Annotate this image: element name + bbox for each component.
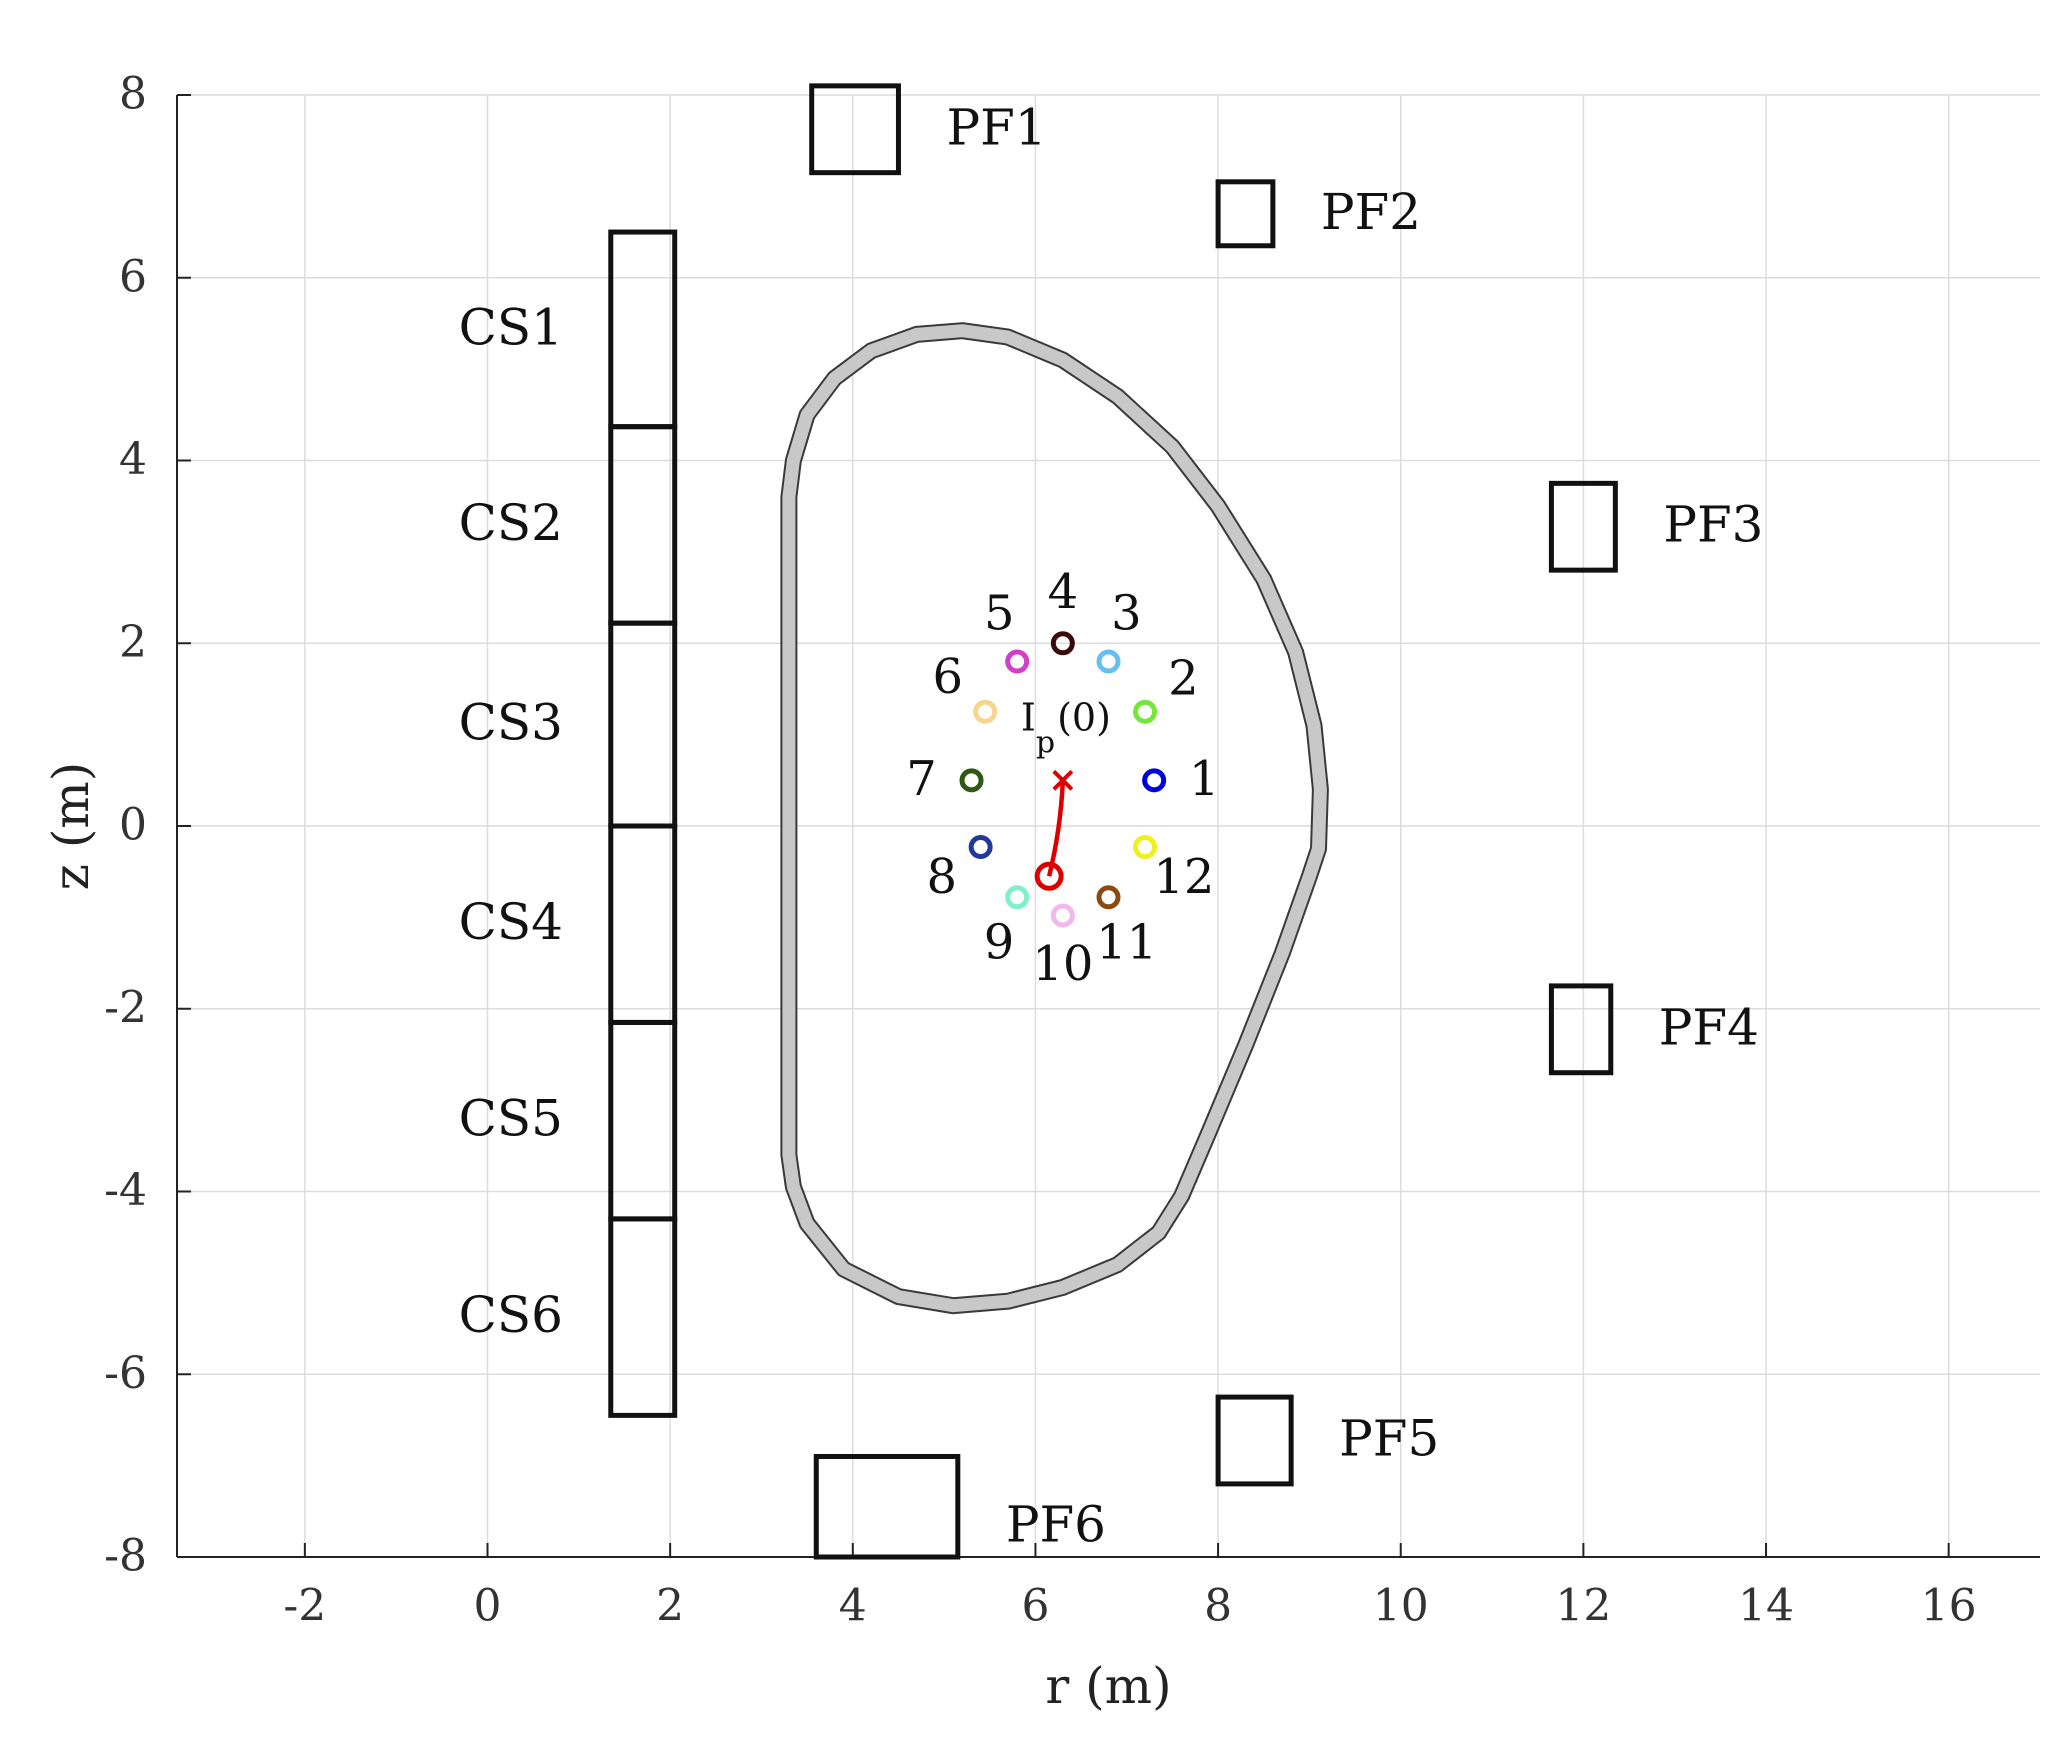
coil-label-pf4: PF4 [1659, 998, 1759, 1056]
plasma-current-path [1046, 780, 1066, 877]
probe-label-6: 6 [932, 649, 963, 705]
coil-cs1 [608, 229, 678, 430]
plasma-end-marker [1034, 861, 1064, 891]
x-tick-label: 2 [656, 1581, 684, 1632]
probe-marker-6 [973, 699, 998, 724]
coil-pf4 [1548, 983, 1614, 1076]
y-tick-label: 4 [119, 434, 147, 485]
coil-label-cs2: CS2 [459, 494, 563, 552]
probe-label-7: 7 [906, 751, 937, 807]
probe-label-3: 3 [1111, 585, 1142, 641]
y-tick-label: -2 [104, 982, 147, 1033]
y-axis-title: z (m) [42, 762, 100, 891]
probe-label-8: 8 [927, 849, 958, 905]
x-tick-label: 14 [1738, 1581, 1794, 1632]
vessel-wall-outline [780, 322, 1329, 1315]
coil-pf2 [1215, 179, 1276, 249]
coil-cs3 [608, 620, 678, 829]
coil-pf3 [1548, 480, 1618, 573]
probe-marker-1 [1142, 768, 1167, 793]
probe-label-4: 4 [1048, 564, 1079, 620]
plasma-current-label-main: I [1021, 695, 1036, 739]
probe-marker-7 [959, 768, 984, 793]
x-tick-label: -2 [283, 1581, 326, 1632]
x-tick-label: 6 [1021, 1581, 1049, 1632]
y-tick-label: 2 [119, 617, 147, 668]
probe-label-11: 11 [1096, 914, 1157, 970]
probe-label-10: 10 [1032, 936, 1093, 992]
probe-marker-4 [1050, 631, 1075, 656]
probe-marker-3 [1096, 649, 1121, 674]
y-tick-label: 6 [119, 251, 147, 302]
coil-label-pf2: PF2 [1321, 183, 1421, 241]
x-tick-label: 10 [1373, 1581, 1429, 1632]
coil-label-pf5: PF5 [1339, 1409, 1439, 1467]
coil-label-pf3: PF3 [1663, 496, 1763, 554]
y-tick-label: -8 [104, 1531, 147, 1582]
x-axis-title: r (m) [1045, 1657, 1171, 1715]
x-tick-label: 0 [474, 1581, 502, 1632]
plasma-current-label: Ip(0) [1021, 695, 1111, 761]
probe-label-9: 9 [984, 914, 1015, 970]
probe-marker-8 [968, 835, 993, 860]
probe-label-5: 5 [984, 585, 1015, 641]
probe-label-1: 1 [1189, 751, 1220, 807]
probe-marker-2 [1133, 699, 1158, 724]
x-tick-label: 8 [1204, 1581, 1232, 1632]
y-tick-label: -4 [104, 1165, 147, 1216]
coil-cs4 [608, 823, 678, 1025]
coil-label-cs5: CS5 [459, 1090, 563, 1148]
vessel-wall-fill [782, 324, 1327, 1313]
coil-label-pf1: PF1 [946, 98, 1046, 156]
plasma-current-label-suffix: (0) [1057, 695, 1111, 739]
coil-label-cs6: CS6 [459, 1286, 563, 1344]
x-tick-label: 4 [839, 1581, 867, 1632]
y-tick-label: -6 [104, 1348, 147, 1399]
coil-pf6 [813, 1453, 961, 1560]
coil-cs2 [608, 424, 678, 626]
coil-label-pf6: PF6 [1006, 1496, 1106, 1554]
coil-label-cs4: CS4 [459, 893, 563, 951]
probe-marker-12 [1133, 835, 1158, 860]
x-tick-label: 12 [1555, 1581, 1611, 1632]
plasma-current-label-sub: p [1036, 725, 1055, 760]
plasma-start-cross-b [1052, 769, 1074, 791]
y-tick-label: 8 [119, 69, 147, 120]
coil-label-cs3: CS3 [459, 694, 563, 752]
coil-label-cs1: CS1 [459, 298, 563, 356]
probe-marker-10 [1050, 903, 1075, 928]
x-tick-label: 16 [1921, 1581, 1977, 1632]
probe-label-2: 2 [1168, 650, 1199, 706]
probe-marker-9 [1005, 885, 1030, 910]
coil-cs5 [608, 1019, 678, 1222]
probe-label-12: 12 [1153, 849, 1214, 905]
probe-marker-5 [1005, 649, 1030, 674]
coil-cs6 [608, 1216, 678, 1418]
y-tick-label: 0 [119, 800, 147, 851]
coil-pf1 [809, 83, 901, 176]
coil-pf5 [1215, 1394, 1294, 1487]
probe-marker-11 [1096, 885, 1121, 910]
